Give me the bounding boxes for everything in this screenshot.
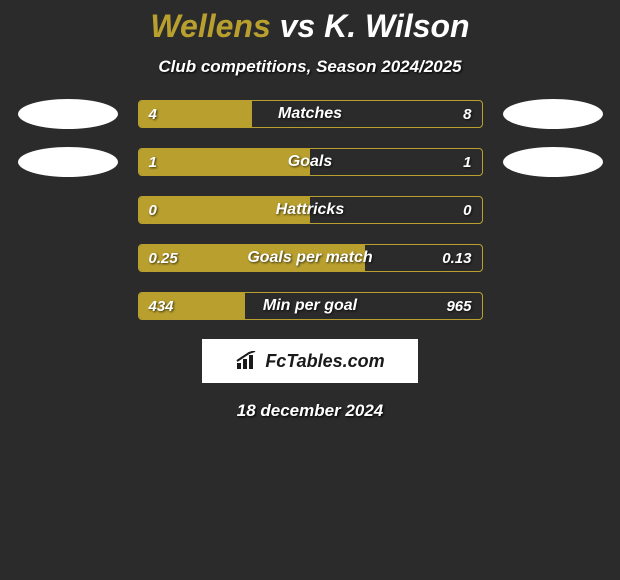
stat-value-left: 0.25 xyxy=(149,245,178,271)
stat-bar: 1 Goals 1 xyxy=(138,148,483,176)
stat-value-left: 4 xyxy=(149,101,157,127)
team-badge-right xyxy=(503,99,603,129)
stat-row-gpm: 0.25 Goals per match 0.13 xyxy=(0,243,620,273)
spacer xyxy=(18,291,118,321)
stat-value-right: 1 xyxy=(463,149,471,175)
stat-row-hattricks: 0 Hattricks 0 xyxy=(0,195,620,225)
stat-value-right: 0 xyxy=(463,197,471,223)
stat-value-right: 0.13 xyxy=(442,245,471,271)
stat-value-right: 965 xyxy=(446,293,471,319)
logo-text: FcTables.com xyxy=(265,351,384,372)
stat-bar: 4 Matches 8 xyxy=(138,100,483,128)
stat-bar: 0 Hattricks 0 xyxy=(138,196,483,224)
logo-box[interactable]: FcTables.com xyxy=(202,339,418,383)
stat-bar: 434 Min per goal 965 xyxy=(138,292,483,320)
team-badge-left xyxy=(18,147,118,177)
chart-icon xyxy=(235,351,261,371)
stat-row-mpg: 434 Min per goal 965 xyxy=(0,291,620,321)
page-title: Wellens vs K. Wilson xyxy=(0,8,620,45)
spacer xyxy=(18,243,118,273)
stat-value-right: 8 xyxy=(463,101,471,127)
stat-bar-fill xyxy=(139,197,311,223)
team-badge-left xyxy=(18,99,118,129)
stat-value-left: 1 xyxy=(149,149,157,175)
player2-name: K. Wilson xyxy=(324,8,469,44)
spacer xyxy=(503,195,603,225)
spacer xyxy=(18,195,118,225)
spacer xyxy=(503,243,603,273)
team-badge-right xyxy=(503,147,603,177)
date-label: 18 december 2024 xyxy=(0,401,620,421)
subtitle: Club competitions, Season 2024/2025 xyxy=(0,57,620,77)
stat-bar-fill xyxy=(139,149,311,175)
player1-name: Wellens xyxy=(150,8,270,44)
stat-row-matches: 4 Matches 8 xyxy=(0,99,620,129)
spacer xyxy=(503,291,603,321)
stat-bar: 0.25 Goals per match 0.13 xyxy=(138,244,483,272)
stat-row-goals: 1 Goals 1 xyxy=(0,147,620,177)
stat-value-left: 434 xyxy=(149,293,174,319)
vs-label: vs xyxy=(271,8,324,44)
comparison-infographic: Wellens vs K. Wilson Club competitions, … xyxy=(0,0,620,421)
stat-value-left: 0 xyxy=(149,197,157,223)
